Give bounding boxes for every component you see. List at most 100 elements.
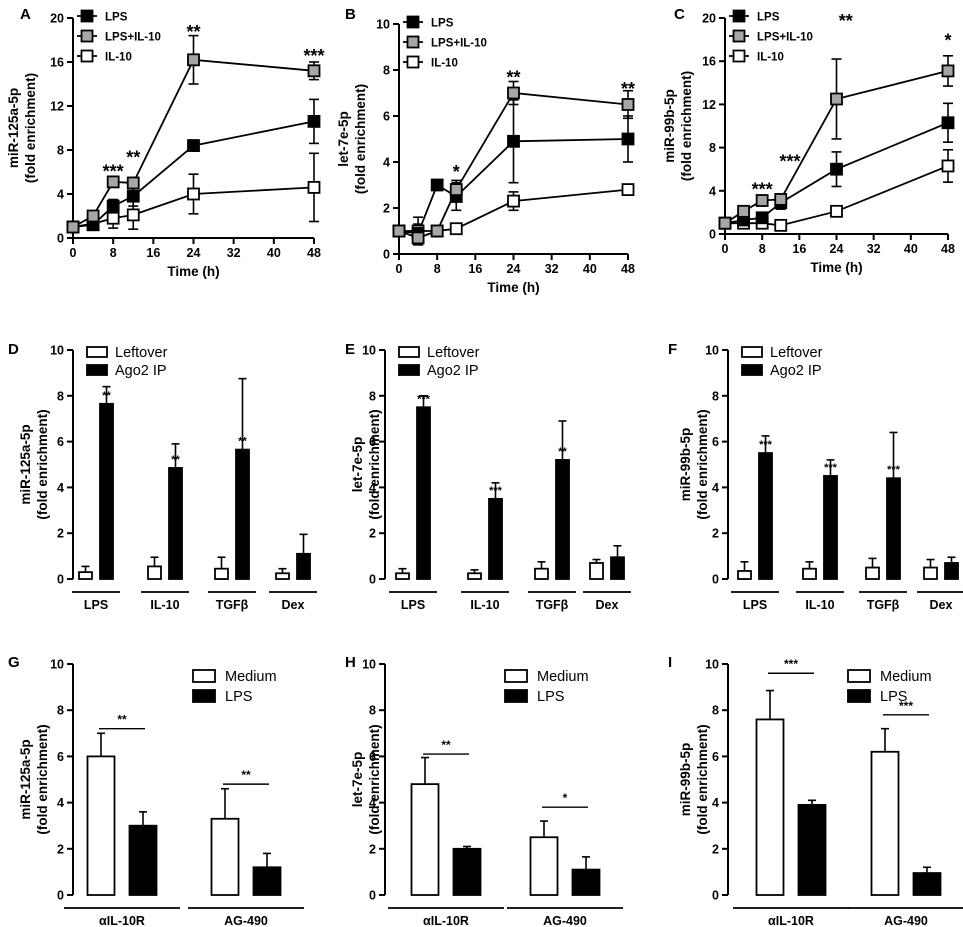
bar-F-Ago2 IP (886, 477, 901, 580)
data-point-A-IL-10 (126, 208, 140, 222)
y-tick-label-F: 0 (712, 573, 719, 587)
legend-label-H: Medium (537, 669, 589, 685)
panel-label-D: D (8, 341, 19, 358)
y-tick-label-H: 8 (369, 704, 376, 718)
category-label-H: AG-490 (543, 914, 587, 927)
bar-F-Ago2 IP (944, 562, 959, 580)
bar-G-LPS (128, 824, 158, 896)
y-tick-label-I: 4 (712, 796, 719, 810)
y-axis-label-sub-G: (fold enrichment) (35, 724, 50, 834)
significance-F: *** (759, 439, 773, 451)
legend-label-C: IL-10 (757, 52, 784, 64)
data-point-B-LPS+IL-10 (621, 98, 635, 111)
bar-E-Ago2 IP (610, 556, 625, 580)
y-tick-label-C: 20 (702, 12, 716, 26)
data-point-C-LPS+IL-10 (737, 204, 750, 218)
y-tick-label-F: 2 (712, 527, 719, 541)
x-tick-label-C: 48 (941, 242, 955, 256)
legend-marker-A (80, 9, 94, 23)
y-axis-label-sub-F: (fold enrichment) (695, 409, 710, 519)
y-tick-label-B: 2 (383, 202, 390, 216)
data-point-B-LPS (621, 132, 635, 146)
panel-label-B: B (345, 6, 356, 23)
data-point-A-IL-10 (106, 211, 120, 225)
bar-F-Leftover (802, 567, 817, 580)
data-point-A-LPS+IL-10 (307, 64, 321, 78)
x-tick-label-A: 32 (227, 246, 241, 260)
legend-label-I: Medium (880, 669, 932, 685)
y-tick-label-I: 6 (712, 750, 719, 764)
y-tick-label-A: 16 (50, 56, 64, 70)
legend-label-C: LPS+IL-10 (757, 32, 813, 44)
x-tick-label-C: 32 (867, 242, 881, 256)
y-axis-label-sub-A: (fold enrichment) (23, 73, 38, 183)
legend-marker-C (732, 9, 746, 23)
significance-F: *** (887, 464, 901, 476)
y-tick-label-H: 6 (369, 750, 376, 764)
significance-D: ** (102, 390, 111, 402)
y-axis-label-H: let-7e-5p (350, 752, 365, 808)
y-tick-label-G: 2 (57, 842, 64, 856)
significance-F: *** (824, 462, 838, 474)
data-point-B-LPS+IL-10 (430, 224, 444, 238)
legend-label-A: IL-10 (105, 52, 132, 64)
significance-D: ** (171, 454, 180, 466)
y-tick-label-A: 20 (50, 12, 64, 26)
x-tick-label-B: 0 (396, 262, 403, 276)
data-point-B-IL-10 (449, 222, 463, 236)
significance-H: ** (441, 738, 451, 752)
y-tick-label-F: 4 (712, 481, 719, 495)
category-label-I: αIL-10R (768, 914, 814, 927)
panel-label-C: C (674, 6, 685, 23)
bar-D-Ago2 IP (296, 552, 311, 580)
y-axis-label-sub-D: (fold enrichment) (35, 409, 50, 519)
y-tick-label-E: 6 (369, 435, 376, 449)
data-point-A-LPS (307, 115, 321, 128)
x-tick-label-B: 32 (545, 262, 559, 276)
significance-E: ** (558, 446, 567, 458)
bar-D-Ago2 IP (235, 448, 250, 580)
data-point-C-LPS (830, 162, 843, 176)
panel-label-H: H (345, 654, 356, 671)
category-label-I: AG-490 (884, 914, 928, 927)
data-point-A-IL-10 (307, 180, 321, 194)
bar-D-Leftover (147, 565, 162, 580)
y-tick-label-D: 6 (57, 435, 64, 449)
legend-marker-C (732, 29, 746, 43)
y-tick-label-D: 2 (57, 527, 64, 541)
bar-E-Leftover (534, 567, 549, 580)
legend-marker-B (406, 35, 420, 49)
legend-marker-B (406, 55, 420, 69)
x-tick-label-B: 8 (434, 262, 441, 276)
y-tick-label-B: 8 (383, 64, 390, 78)
y-axis-label-I: miR-99b-5p (678, 743, 693, 817)
legend-label-I: LPS (880, 689, 907, 705)
y-tick-label-C: 16 (702, 55, 716, 69)
category-label-G: AG-490 (224, 914, 268, 927)
category-label-F: Dex (930, 598, 953, 612)
data-point-C-LPS+IL-10 (774, 193, 788, 206)
y-tick-label-B: 6 (383, 110, 390, 124)
x-tick-label-C: 0 (722, 242, 729, 256)
y-axis-label-C: miR-99b-5p (662, 89, 677, 163)
bar-G-Medium (86, 755, 116, 896)
significance-E: *** (417, 393, 431, 405)
legend-label-F: Leftover (770, 345, 823, 361)
y-tick-label-F: 8 (712, 389, 719, 403)
significance-C: * (944, 30, 951, 50)
legend-label-C: LPS (757, 12, 780, 24)
bar-I-LPS (797, 804, 827, 896)
category-label-E: TGFβ (536, 598, 569, 612)
bar-G-LPS (252, 866, 282, 896)
bar-D-Leftover (78, 571, 93, 580)
y-tick-label-C: 8 (709, 141, 716, 155)
panel-label-A: A (20, 6, 31, 23)
legend-swatch-E (398, 346, 420, 358)
data-point-A-LPS (187, 139, 200, 153)
bar-H-LPS (452, 847, 482, 896)
legend-label-E: Ago2 IP (427, 363, 479, 379)
y-axis-label-sub-C: (fold enrichment) (679, 71, 694, 181)
y-tick-label-I: 8 (712, 704, 719, 718)
x-tick-label-B: 24 (507, 262, 521, 276)
x-tick-label-A: 0 (70, 246, 77, 260)
